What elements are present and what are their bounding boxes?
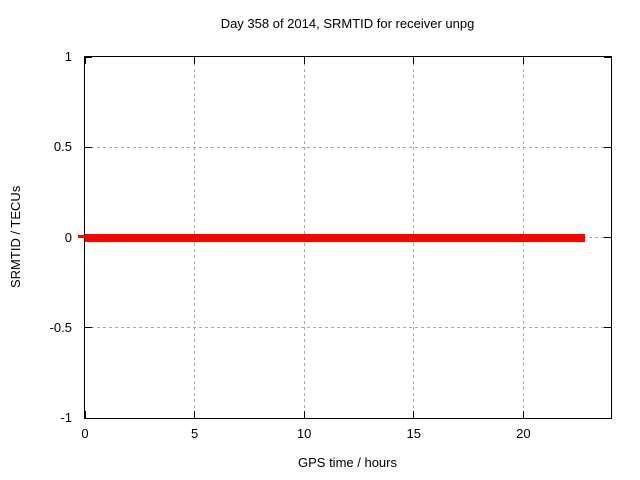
y-tick-mirror <box>604 56 611 58</box>
y-tick <box>85 146 92 148</box>
x-axis-title: GPS time / hours <box>298 455 397 470</box>
y-tick <box>85 56 92 58</box>
x-tick-label: 0 <box>81 426 89 441</box>
y-gridline <box>85 327 611 329</box>
x-tick-mirror <box>413 57 415 64</box>
plot-area <box>84 56 612 419</box>
y-gridline <box>85 146 611 148</box>
y-tick-mirror <box>604 327 611 329</box>
x-tick <box>84 411 86 418</box>
y-tick-mirror <box>604 417 611 419</box>
x-tick-mirror <box>303 57 305 64</box>
y-tick-mirror <box>604 237 611 238</box>
x-tick-label: 20 <box>516 426 531 441</box>
x-tick-mirror <box>522 57 524 64</box>
y-tick <box>85 327 92 329</box>
x-tick <box>303 411 305 418</box>
y-tick-label: 0 <box>64 229 72 245</box>
y-tick-label: -0.5 <box>49 319 72 335</box>
y-tick-label: -1 <box>60 410 72 425</box>
red-zero-tick <box>78 235 85 238</box>
x-tick-label: 15 <box>406 426 421 441</box>
y-tick-label: 0.5 <box>53 139 72 155</box>
y-tick <box>85 417 92 419</box>
y-tick-mirror <box>604 146 611 148</box>
x-tick <box>194 411 196 418</box>
data-line <box>85 233 585 242</box>
x-tick-label: 5 <box>190 426 199 441</box>
chart-title: Day 358 of 2014, SRMTID for receiver unp… <box>220 16 475 31</box>
x-tick-label: 10 <box>296 426 312 441</box>
x-tick-mirror <box>194 57 196 64</box>
x-tick-mirror <box>84 57 86 64</box>
x-tick <box>413 411 415 418</box>
x-tick <box>522 411 524 418</box>
y-tick-label: 1 <box>64 49 72 64</box>
